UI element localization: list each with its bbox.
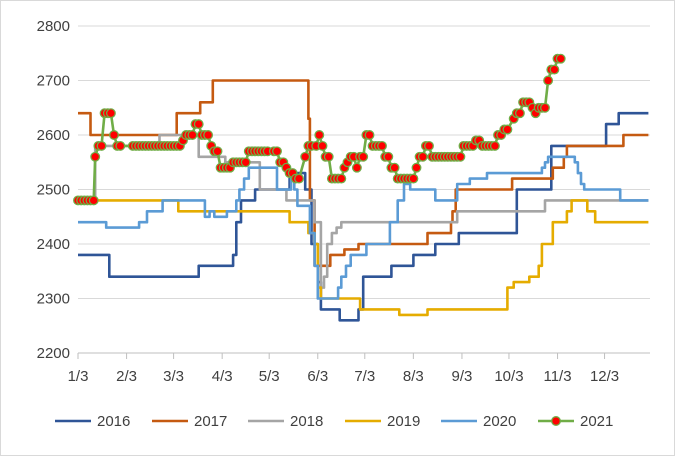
x-tick-label: 5/3	[259, 368, 280, 385]
point-2021	[389, 162, 400, 173]
point-2021	[88, 195, 99, 206]
series-line-2021	[78, 57, 561, 202]
y-tick-label: 2500	[37, 182, 70, 199]
legend-label: 2018	[290, 413, 323, 430]
point-2021	[314, 130, 325, 140]
point-2021	[240, 157, 251, 168]
x-axis: 1/3 2/3 3/3 4/3 5/3 6/3 7/3 8/3 9/3 10/3 11/3 12/3	[68, 352, 650, 385]
point-2021	[455, 151, 466, 162]
point-2021	[105, 108, 116, 119]
x-tick-label: 1/3	[68, 368, 89, 385]
point-2021	[90, 151, 101, 162]
x-tick-label: 3/3	[163, 368, 184, 385]
series-layer	[73, 53, 649, 322]
point-2021	[212, 146, 223, 157]
point-2021	[187, 130, 198, 140]
legend-label: 2021	[580, 413, 613, 430]
legend-label: 2017	[194, 413, 227, 430]
point-2021	[96, 140, 107, 151]
point-2021	[555, 53, 566, 64]
point-2021	[408, 173, 419, 184]
point-2021	[317, 140, 328, 151]
x-tick-label: 9/3	[452, 368, 473, 385]
legend-label: 2020	[483, 413, 516, 430]
point-2021	[377, 140, 387, 151]
legend: 2016 2017 2018 2019 2020 2021	[55, 413, 613, 430]
legend-label: 2019	[387, 413, 420, 430]
series-line-2017	[78, 79, 649, 268]
point-2021	[543, 75, 554, 86]
y-tick-label: 2300	[37, 291, 70, 308]
point-2021	[115, 140, 126, 151]
point-2021	[336, 173, 347, 184]
x-tick-label: 11/3	[543, 368, 571, 385]
point-2021	[300, 151, 311, 162]
point-2021	[411, 162, 422, 173]
x-tick-label: 10/3	[494, 368, 523, 385]
point-2021	[351, 162, 362, 173]
series-line-2019	[78, 199, 649, 317]
x-tick-label: 8/3	[403, 368, 424, 385]
point-2021	[383, 151, 394, 162]
x-tick-label: 12/3	[590, 368, 619, 385]
x-tick-label: 7/3	[354, 368, 375, 385]
y-tick-label: 2600	[37, 127, 70, 144]
x-tick-label: 2/3	[116, 368, 137, 385]
y-tick-label: 2800	[37, 18, 70, 35]
y-tick-label: 2400	[37, 236, 70, 253]
point-2021	[489, 140, 500, 151]
x-tick-label: 6/3	[307, 368, 328, 385]
point-2021	[417, 151, 428, 162]
point-2021	[203, 130, 214, 140]
y-tick-label: 2700	[37, 73, 70, 90]
point-2021	[193, 119, 204, 130]
point-2021	[364, 130, 375, 140]
y-axis: 2200 2300 2400 2500 2600 2700 2800	[37, 18, 70, 362]
point-2021	[294, 173, 304, 184]
point-2021	[540, 102, 550, 113]
point-2021	[358, 151, 369, 162]
x-tick-label: 4/3	[212, 368, 233, 385]
point-2021	[514, 108, 525, 119]
point-2021	[502, 124, 513, 135]
series-line-2020	[78, 155, 649, 300]
point-2021	[272, 146, 282, 157]
y-tick-label: 2200	[37, 345, 70, 362]
legend-label: 2016	[97, 413, 130, 430]
legend-marker-2021	[551, 416, 561, 426]
point-2021	[424, 140, 434, 151]
series-line-2016	[78, 111, 649, 322]
point-2021	[323, 151, 334, 162]
point-2021	[549, 64, 560, 75]
point-2021	[109, 130, 119, 140]
